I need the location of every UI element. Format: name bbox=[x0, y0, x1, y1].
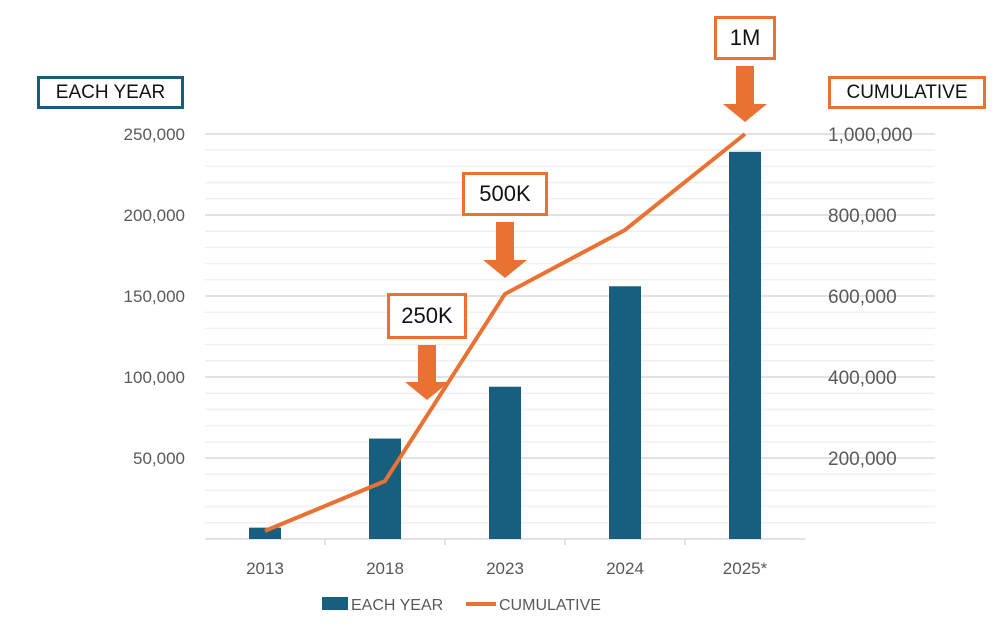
left-tick-label: 50,000 bbox=[133, 449, 185, 468]
left-tick-label: 200,000 bbox=[124, 206, 185, 225]
legend-swatch-each-year bbox=[322, 597, 348, 610]
bar-2025* bbox=[729, 151, 761, 539]
bar-2013 bbox=[249, 527, 281, 539]
x-tick-label: 2013 bbox=[246, 559, 284, 578]
annotation-arrow-shaft bbox=[736, 66, 754, 105]
down-arrow-icon bbox=[483, 260, 527, 278]
legend-label-cumulative: CUMULATIVE bbox=[499, 597, 601, 614]
x-tick-label: 2018 bbox=[366, 559, 404, 578]
annotation-arrow-shaft bbox=[496, 222, 514, 261]
down-arrow-icon bbox=[405, 382, 449, 400]
right-tick-label: 600,000 bbox=[828, 287, 897, 308]
annotation-arrow-shaft bbox=[418, 345, 436, 383]
right-tick-label: 800,000 bbox=[828, 206, 897, 227]
x-tick-label: 2024 bbox=[606, 559, 644, 578]
left-tick-label: 150,000 bbox=[124, 287, 185, 306]
left-tick-label: 100,000 bbox=[124, 368, 185, 387]
left-tick-label: 250,000 bbox=[124, 125, 185, 144]
legend-label-each-year: EACH YEAR bbox=[351, 597, 443, 614]
right-tick-label: 1,000,000 bbox=[828, 125, 913, 146]
left-axis-title: EACH YEAR bbox=[37, 76, 184, 109]
bar-2018 bbox=[369, 438, 401, 539]
x-tick-label: 2023 bbox=[486, 559, 524, 578]
right-axis-title: CUMULATIVE bbox=[828, 76, 986, 109]
right-tick-label: 200,000 bbox=[828, 449, 897, 470]
annotation-label: 250K bbox=[387, 293, 467, 339]
bar-2024 bbox=[609, 286, 641, 539]
down-arrow-icon bbox=[723, 104, 767, 122]
bar-2023 bbox=[489, 386, 521, 539]
x-tick-label: 2025* bbox=[723, 559, 768, 578]
annotation-label: 500K bbox=[462, 172, 548, 216]
annotation-label: 1M bbox=[714, 16, 776, 60]
right-tick-label: 400,000 bbox=[828, 368, 897, 389]
